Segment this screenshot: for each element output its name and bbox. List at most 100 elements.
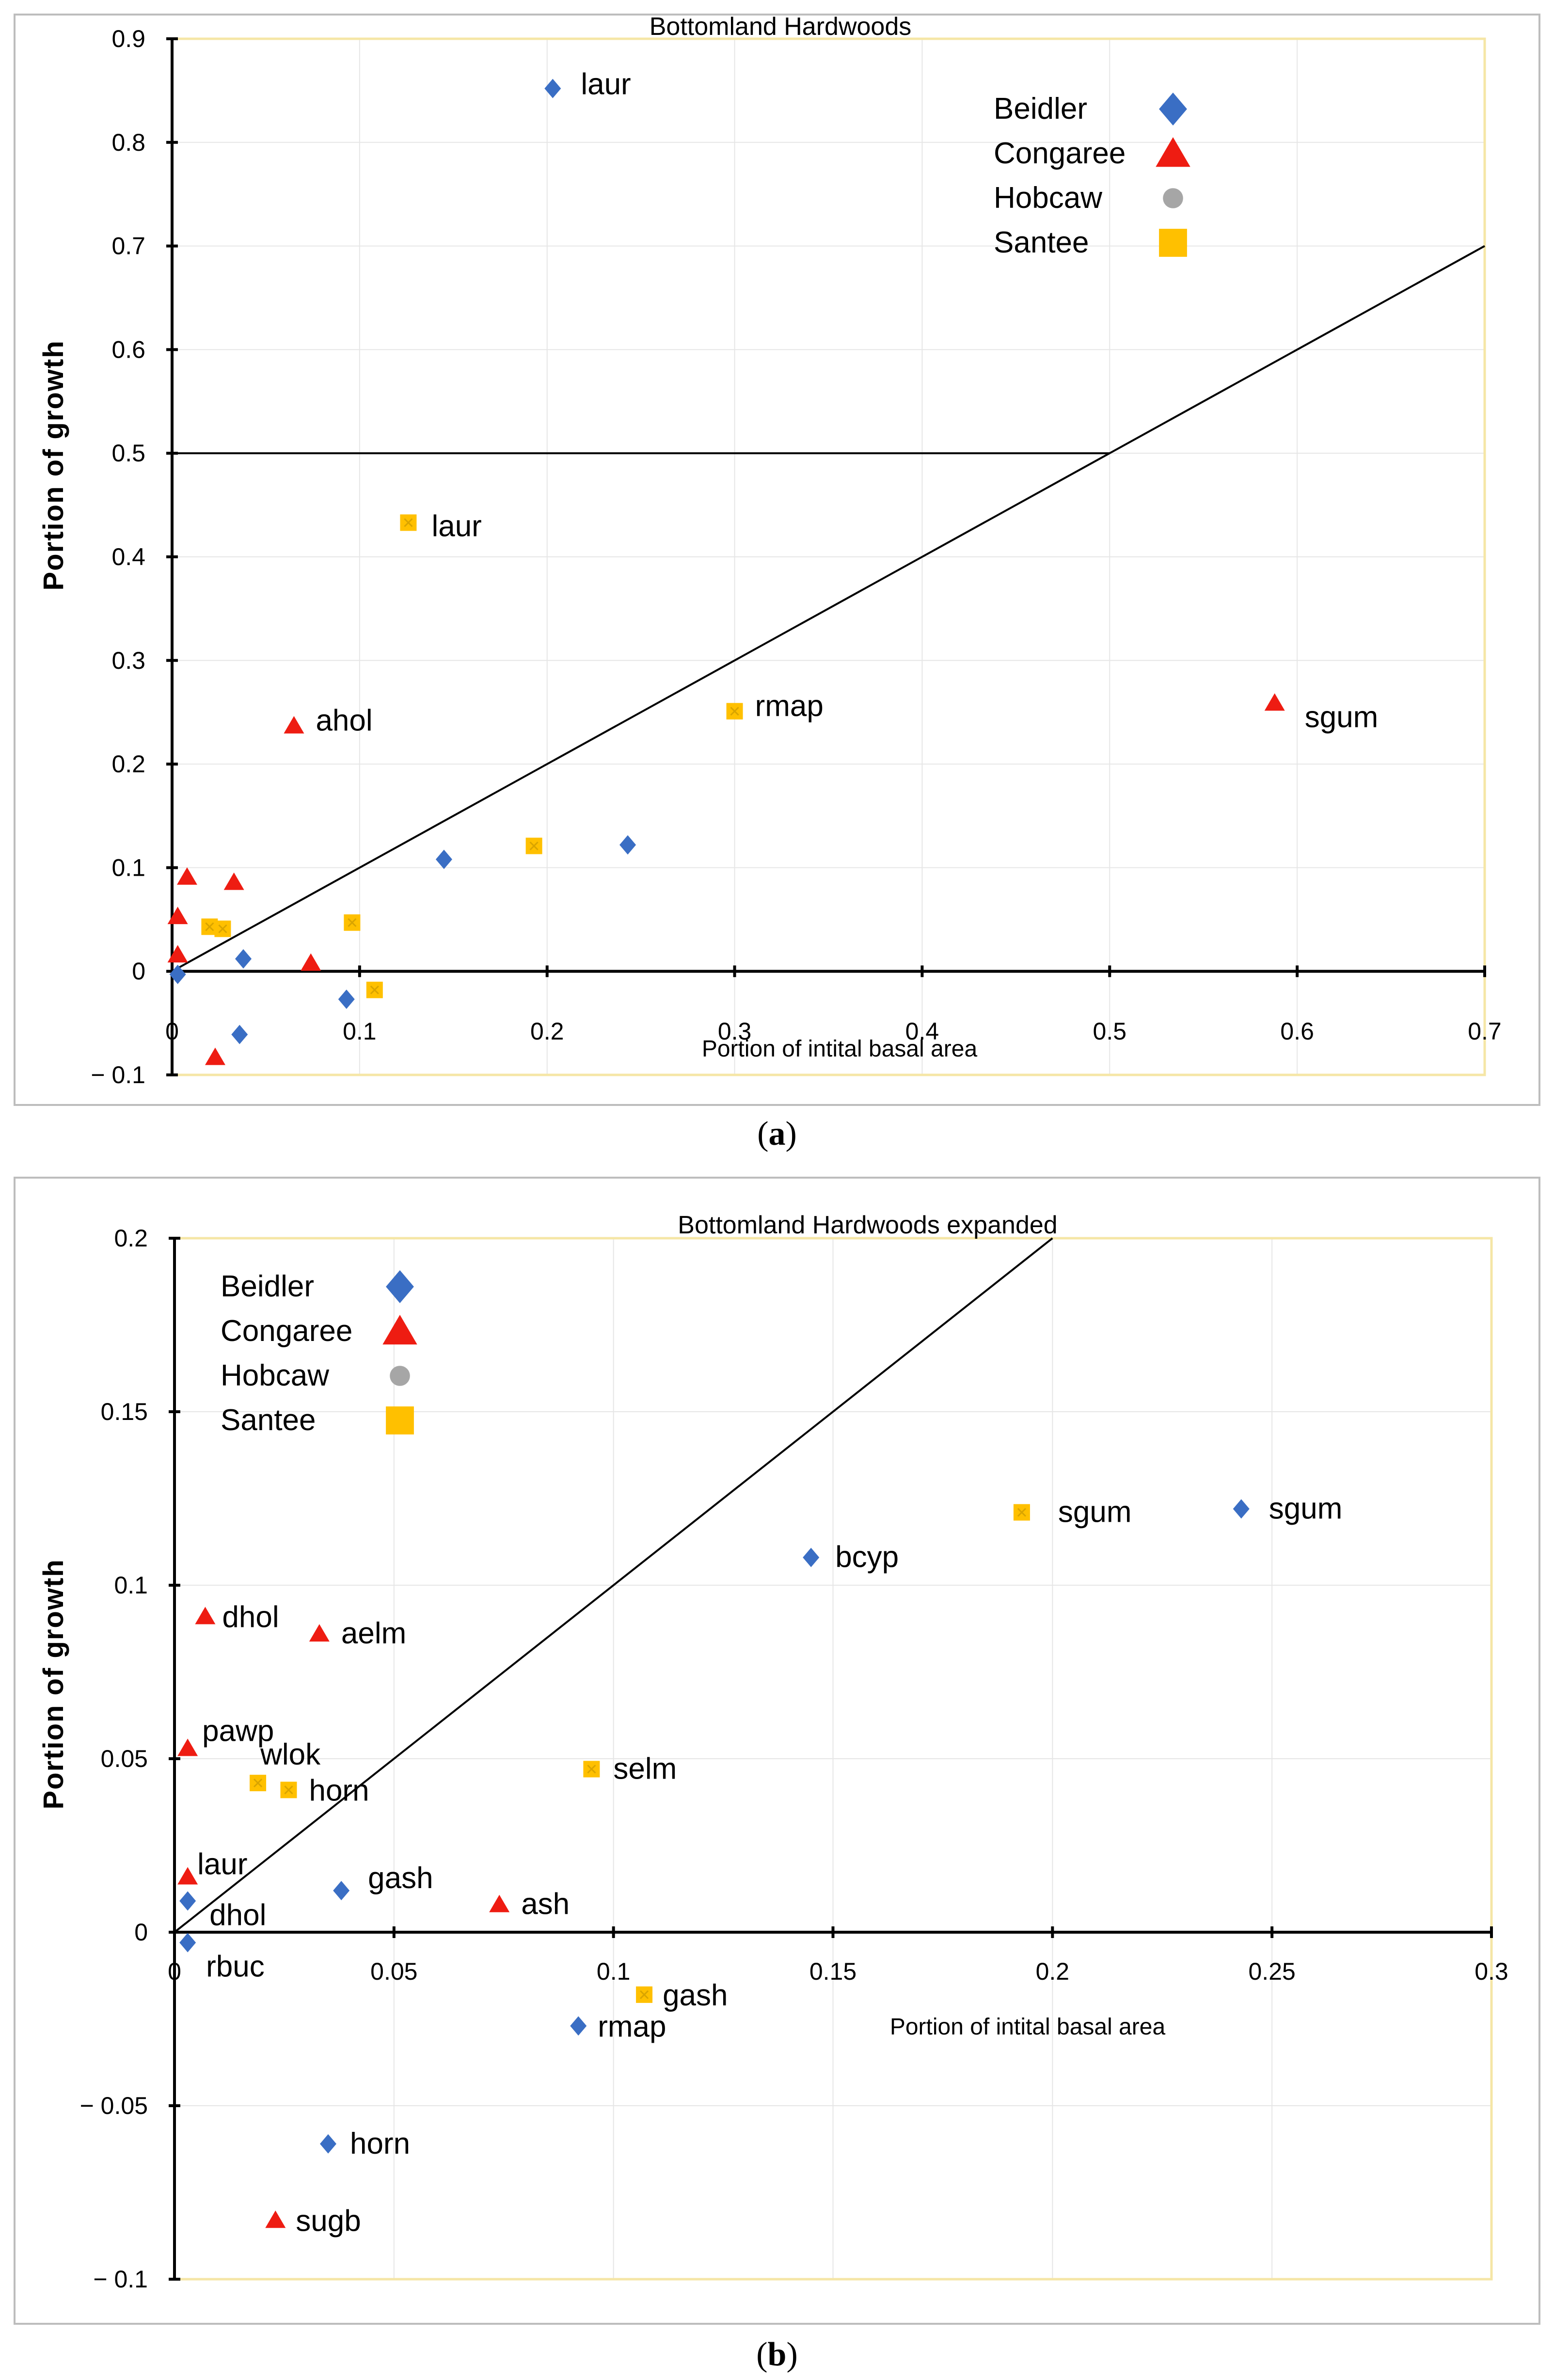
point-label: bcyp — [835, 1541, 899, 1574]
point-label: aelm — [341, 1617, 406, 1650]
point-label: sugb — [296, 2204, 361, 2238]
point-congaree — [223, 872, 244, 890]
x-tick-label: 0.6 — [1280, 1018, 1314, 1045]
point-label: gash — [663, 1979, 728, 2012]
point-label: sgum — [1058, 1496, 1132, 1529]
point-beidler — [803, 1547, 820, 1567]
y-tick-label: 0.9 — [111, 25, 145, 52]
x-tick-label: 0.1 — [343, 1018, 377, 1045]
x-tick-label: 0 — [168, 1958, 181, 1985]
point-label: rbuc — [206, 1950, 265, 1983]
point-congaree — [176, 867, 197, 885]
y-tick-label: 0.5 — [111, 440, 145, 467]
x-tick-label: 0.1 — [597, 1958, 631, 1985]
point-beidler — [619, 835, 636, 855]
legend-label-hobcaw: Hobcaw — [221, 1359, 329, 1392]
legend-label-beidler: Beidler — [221, 1270, 314, 1303]
point-congaree — [177, 1867, 198, 1885]
legend-label-santee: Santee — [221, 1403, 316, 1437]
point-label: dhol — [222, 1600, 279, 1634]
x-tick-label: 0.4 — [905, 1018, 939, 1045]
point-congaree — [309, 1624, 330, 1642]
point-label: rmap — [598, 2010, 666, 2043]
caption-a: (a) — [757, 1115, 797, 1152]
point-santee-hatch — [730, 707, 739, 716]
x-tick-label: 0.5 — [1093, 1018, 1127, 1045]
point-beidler — [544, 79, 561, 98]
x-tick-label: 0.3 — [718, 1018, 752, 1045]
point-label: laur — [197, 1847, 247, 1881]
y-tick-label: 0.1 — [111, 854, 145, 881]
y-tick-label: 0.6 — [111, 336, 145, 363]
y-tick-label: 0.15 — [101, 1398, 148, 1425]
point-label: horn — [350, 2127, 410, 2160]
panel-frame — [14, 1177, 1540, 2325]
panel-frame — [14, 14, 1540, 1106]
point-beidler — [169, 964, 186, 984]
point-label: dhol — [209, 1899, 266, 1932]
legend-marker-hobcaw — [1163, 188, 1183, 208]
panel-b: 0 0.05 0.1 0.15 0.2 0.25 0.3 − 0.1 − 0.05 0 0.05 0.… — [14, 1177, 1540, 2325]
point-label: sgum — [1305, 700, 1379, 734]
legend-marker-beidler — [1159, 93, 1187, 126]
legend-marker-congaree — [1156, 137, 1190, 167]
point-santee-hatch — [1017, 1508, 1026, 1517]
legend-label-hobcaw: Hobcaw — [994, 181, 1102, 215]
y-tick-label: 0.4 — [111, 543, 145, 570]
y-tick-label: − 0.05 — [80, 2092, 148, 2119]
caption-b: (b) — [756, 2336, 798, 2373]
y-tick-label: 0.3 — [111, 647, 145, 674]
point-congaree — [301, 953, 321, 971]
legend-marker-santee — [1159, 229, 1187, 257]
x-tick-label: 0.7 — [1468, 1018, 1502, 1045]
point-congaree — [205, 1047, 225, 1065]
legend-label-beidler: Beidler — [994, 92, 1087, 126]
point-label: sgum — [1269, 1492, 1343, 1525]
point-beidler — [235, 949, 252, 969]
y-tick-label: 0.7 — [111, 233, 145, 260]
point-label: ash — [521, 1888, 570, 1921]
point-label: horn — [309, 1774, 369, 1807]
x-tick-label: 0.25 — [1249, 1958, 1296, 1985]
x-axis-title: Portion of intital basal area — [890, 2014, 1166, 2040]
legend-marker-congaree — [382, 1315, 417, 1345]
panel-a: 0 0.1 0.2 0.3 0.4 0.5 0.6 0.7 − 0.1 0 0.1 0.2 0.3 0.4… — [14, 13, 1540, 1106]
x-tick-label: 0 — [165, 1018, 179, 1045]
y-tick-label: 0 — [132, 958, 145, 985]
y-tick-label: − 0.1 — [93, 2266, 148, 2293]
point-santee-hatch — [370, 985, 379, 994]
point-beidler — [435, 850, 452, 869]
legend-label-congaree: Congaree — [994, 137, 1126, 170]
point-label: selm — [613, 1752, 677, 1785]
reference-line-one-to-one — [172, 245, 1485, 972]
point-label: gash — [368, 1861, 433, 1895]
x-tick-label: 0.2 — [530, 1018, 564, 1045]
reference-line-one-to-one — [174, 1237, 1053, 1933]
point-label: pawp — [202, 1715, 274, 1748]
point-santee-hatch — [284, 1785, 293, 1795]
x-tick-label: 0.2 — [1036, 1958, 1070, 1985]
legend-marker-santee — [386, 1406, 414, 1434]
y-tick-label: 0.2 — [111, 751, 145, 778]
point-beidler — [570, 2016, 587, 2036]
x-axis-title: Portion of intital basal area — [702, 1036, 978, 1062]
point-beidler — [319, 2134, 336, 2154]
point-congaree — [167, 945, 188, 962]
point-congaree — [177, 1738, 198, 1756]
y-axis-title: Portion of growth — [38, 1559, 69, 1809]
point-santee-hatch — [218, 924, 227, 933]
legend-marker-beidler — [386, 1270, 414, 1303]
legend-marker-hobcaw — [390, 1366, 410, 1386]
y-tick-label: 0.05 — [101, 1745, 148, 1772]
y-axis-title: Portion of growth — [38, 340, 69, 590]
point-congaree — [284, 716, 304, 734]
point-congaree — [167, 906, 188, 924]
point-beidler — [179, 1933, 196, 1953]
point-congaree — [265, 2210, 286, 2228]
y-tick-label: 0 — [134, 1919, 148, 1946]
point-santee-hatch — [404, 518, 413, 527]
y-tick-label: 0.8 — [111, 129, 145, 156]
x-tick-label: 0.15 — [809, 1958, 856, 1985]
chart-title: Bottomland Hardwoods expanded — [678, 1211, 1057, 1239]
point-label: wlok — [260, 1738, 321, 1771]
